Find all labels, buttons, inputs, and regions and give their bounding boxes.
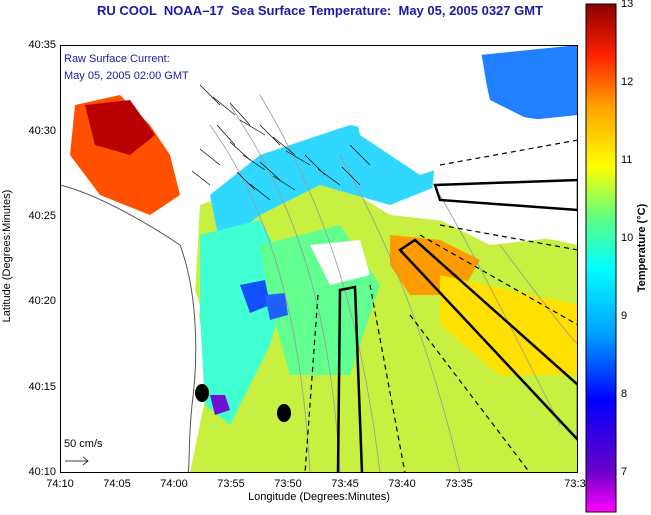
x-tick-73-3: 73:3 <box>564 478 586 490</box>
sst-field-blue-spot <box>240 280 270 313</box>
colorbar-tick-9: 9 <box>621 310 628 322</box>
sst-field-purple-coast <box>210 395 230 415</box>
current-time: May 05, 2005 02:00 GMT <box>64 70 189 82</box>
colorbar <box>585 3 617 513</box>
sst-field-blue-patch-ne <box>480 45 578 120</box>
current-label: Raw Surface Current: <box>64 53 170 65</box>
y-tick-40-20: 40:20 <box>28 295 56 307</box>
x-tick-73-50: 73:50 <box>274 478 302 490</box>
y-axis-label: Latitude (Degrees:Minutes) <box>1 189 13 323</box>
colorbar-tick-12: 12 <box>621 76 634 88</box>
sst-map <box>60 45 578 473</box>
sst-field-cool-band <box>210 125 440 245</box>
y-tick-40-15: 40:15 <box>28 381 56 393</box>
station-marker-1 <box>195 384 209 402</box>
x-tick-73-55: 73:55 <box>217 478 245 490</box>
colorbar-tick-11: 11 <box>621 154 633 166</box>
y-tick-40-35: 40:35 <box>28 39 56 51</box>
y-tick-40-30: 40:30 <box>28 125 56 137</box>
scale-label: 50 cm/s <box>64 438 103 450</box>
y-tick-40-10: 40:10 <box>28 466 56 478</box>
y-tick-40-25: 40:25 <box>28 210 56 222</box>
x-tick-73-45: 73:45 <box>331 478 359 490</box>
sst-field-hot-core <box>85 100 155 155</box>
land-mask-new-jersey <box>60 185 200 473</box>
colorbar-tick-10: 10 <box>621 232 634 244</box>
coastline <box>60 184 197 473</box>
x-tick-74-10: 74:10 <box>46 478 74 490</box>
station-marker-2 <box>277 404 291 422</box>
scale-arrow <box>65 456 89 466</box>
x-tick-74-05: 74:05 <box>103 478 131 490</box>
sampling-boxes <box>304 139 578 473</box>
bathymetry-contours <box>209 94 578 473</box>
sst-field-blue-spot-2 <box>265 293 288 320</box>
colorbar-tick-8: 8 <box>621 388 628 400</box>
cloud-mask-mid <box>310 240 370 285</box>
x-tick-74-00: 74:00 <box>160 478 188 490</box>
map-frame <box>60 45 578 473</box>
colorbar-tick-7: 7 <box>621 466 628 478</box>
cloud-mask-north <box>60 45 210 95</box>
x-tick-73-40: 73:40 <box>388 478 416 490</box>
current-vectors <box>191 84 371 201</box>
colorbar-gradient <box>585 3 617 513</box>
colorbar-tick-13: 13 <box>621 0 634 10</box>
x-tick-73-35: 73:35 <box>445 478 473 490</box>
colorbar-title: Temperature (°C) <box>636 203 648 293</box>
map-title: RU COOL NOAA–17 Sea Surface Temperature:… <box>96 3 544 18</box>
x-axis-label: Longitude (Degrees:Minutes) <box>248 491 390 503</box>
cloud-mask-east <box>430 105 578 245</box>
